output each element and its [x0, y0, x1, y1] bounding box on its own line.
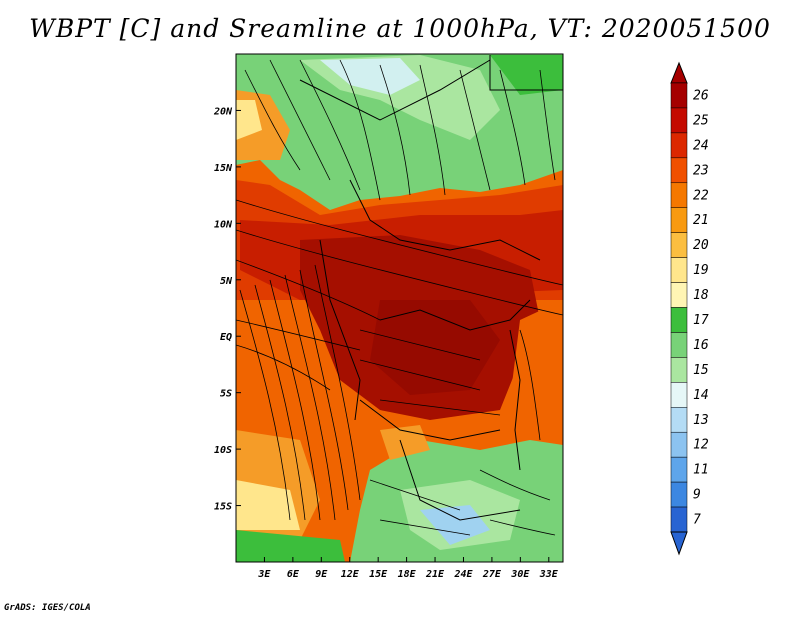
lat-tick-label: 20N	[213, 106, 233, 117]
lon-tick-label: 3E	[257, 569, 271, 580]
colorbar-label: 13	[693, 413, 709, 428]
lon-tick-label: 24E	[453, 569, 473, 580]
temperature-field	[236, 54, 563, 562]
colorbar-label: 18	[693, 288, 709, 303]
lat-tick-label: 10N	[214, 219, 233, 230]
colorbar-label: 17	[693, 313, 709, 328]
lat-tick-label: EQ	[220, 332, 232, 343]
colorbar-label: 9	[693, 488, 701, 503]
lon-tick-label: 27E	[482, 569, 502, 580]
country-borders	[299, 55, 563, 521]
footer-credit: GrADS: IGES/COLA	[4, 603, 91, 613]
colorbar-swatch	[670, 132, 688, 159]
colorbar-swatch	[670, 456, 688, 483]
colorbar-swatch	[670, 481, 688, 508]
colorbar-label: 14	[693, 388, 709, 403]
colorbar-label: 16	[693, 338, 709, 353]
colorbar-swatch	[670, 407, 688, 433]
streamlines	[236, 59, 563, 536]
colorbar-label: 26	[693, 88, 709, 103]
lat-tick-label: 15S	[214, 502, 232, 513]
lat-tick-label: 10S	[214, 445, 232, 456]
colorbar: 26 25 24 23 22 21 20 19 18 17 16 15 14 13 12 11 9 7	[670, 61, 709, 556]
colorbar-swatch	[670, 357, 688, 383]
lon-tick-label: 15E	[369, 569, 388, 580]
colorbar-swatch	[670, 332, 688, 358]
chart-title: WBPT [C] and Sreamline at 1000hPa, VT: 2…	[29, 14, 771, 43]
colorbar-label: 21	[693, 213, 709, 228]
colorbar-top-arrow	[670, 61, 688, 84]
colorbar-label: 24	[693, 138, 709, 153]
colorbar-label: 12	[693, 438, 709, 453]
colorbar-bottom-arrow	[670, 531, 688, 556]
colorbar-swatch	[670, 232, 688, 258]
colorbar-label: 25	[693, 113, 709, 128]
colorbar-swatch	[670, 82, 688, 109]
colorbar-label: 11	[693, 463, 709, 478]
lon-tick-label: 9E	[315, 569, 328, 580]
colorbar-swatch	[670, 107, 688, 134]
lon-tick-label: 30E	[510, 569, 530, 580]
colorbar-swatch	[670, 207, 688, 233]
colorbar-swatch	[670, 282, 688, 308]
colorbar-label: 23	[693, 163, 709, 178]
colorbar-label: 7	[693, 513, 701, 528]
colorbar-label: 15	[693, 363, 709, 378]
colorbar-label: 20	[693, 238, 709, 253]
longitude-axis: 3E 6E 9E 12E 15E 18E 21E 24E 27E 30E 33E	[257, 557, 559, 580]
lon-tick-label: 18E	[398, 569, 417, 580]
lon-tick-label: 12E	[341, 569, 360, 580]
colorbar-swatch	[670, 382, 688, 408]
colorbar-label: 22	[693, 188, 709, 203]
map-frame	[235, 53, 564, 563]
colorbar-label: 19	[693, 263, 709, 278]
colorbar-swatch	[670, 257, 688, 283]
colorbar-swatch	[670, 431, 688, 458]
lat-tick-label: 5N	[220, 276, 233, 287]
colorbar-swatch	[670, 506, 688, 533]
lat-tick-label: 15N	[214, 163, 233, 174]
lon-tick-label: 6E	[287, 569, 300, 580]
latitude-axis: 20N 15N 10N 5N EQ 5S 10S 15S	[213, 106, 241, 513]
colorbar-swatch	[670, 307, 688, 333]
colorbar-swatch	[670, 157, 688, 184]
lat-tick-label: 5S	[220, 389, 232, 400]
lon-tick-label: 33E	[539, 569, 559, 580]
lon-tick-label: 21E	[425, 569, 445, 580]
colorbar-swatch	[670, 182, 688, 208]
